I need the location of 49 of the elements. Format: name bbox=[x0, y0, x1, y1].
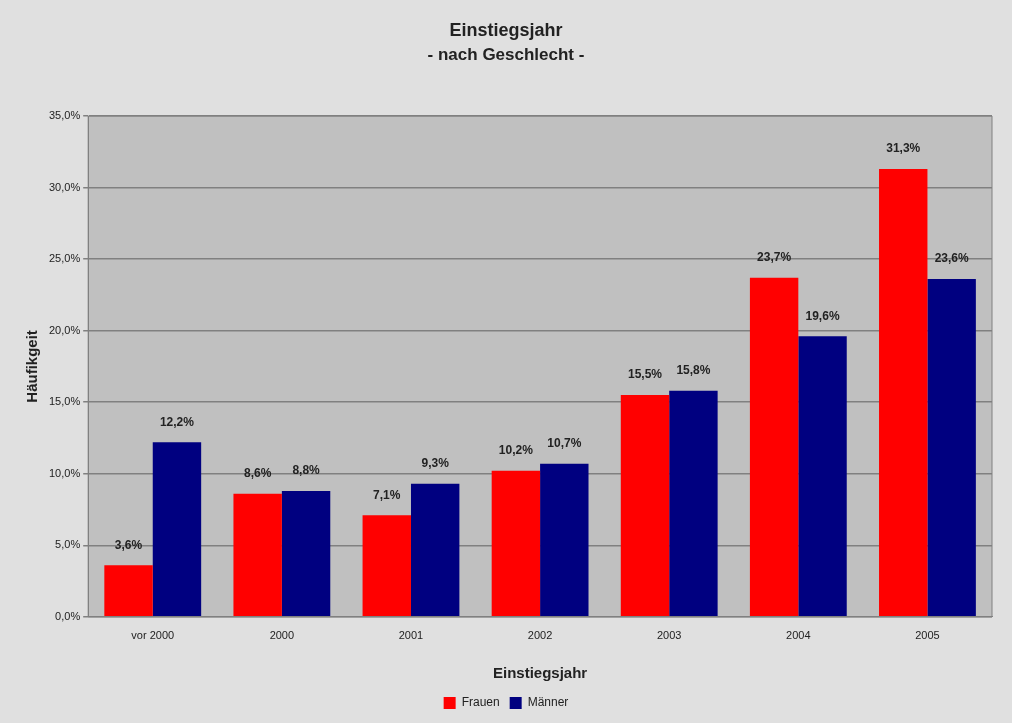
legend-label: Männer bbox=[527, 695, 569, 710]
bar bbox=[620, 395, 670, 617]
y-tick-label: 15,0% bbox=[48, 395, 81, 408]
y-axis-title: Häufikgeit bbox=[23, 330, 41, 403]
bar bbox=[410, 483, 460, 617]
data-label: 8,8% bbox=[292, 463, 321, 478]
bar bbox=[749, 277, 799, 617]
legend-label: Frauen bbox=[461, 695, 500, 710]
bar bbox=[927, 279, 976, 617]
data-label: 3,6% bbox=[114, 537, 143, 552]
chart-title: Einstiegsjahr bbox=[449, 19, 563, 40]
y-tick-label: 25,0% bbox=[48, 252, 81, 265]
x-tick-label: 2002 bbox=[527, 629, 553, 642]
y-tick-label: 10,0% bbox=[48, 466, 81, 479]
y-tick-label: 20,0% bbox=[48, 323, 81, 336]
x-tick-label: 2004 bbox=[786, 629, 811, 642]
y-tick-label: 0,0% bbox=[55, 609, 81, 622]
x-tick-label: 2000 bbox=[269, 629, 295, 642]
bar bbox=[491, 470, 541, 617]
data-label: 23,7% bbox=[757, 250, 792, 264]
data-label: 10,2% bbox=[498, 443, 534, 458]
data-label: 31,3% bbox=[886, 141, 921, 156]
bar bbox=[104, 565, 153, 617]
chart-subtitle: - nach Geschlecht - bbox=[427, 45, 585, 65]
x-tick-label: 2005 bbox=[915, 629, 940, 642]
y-tick-label: 30,0% bbox=[48, 180, 81, 193]
x-axis-title: Einstiegsjahr bbox=[492, 664, 588, 682]
data-label: 15,5% bbox=[627, 367, 663, 382]
data-label: 23,6% bbox=[934, 251, 969, 266]
bar bbox=[540, 463, 589, 617]
bar bbox=[233, 493, 282, 617]
data-label: 10,7% bbox=[547, 436, 582, 451]
x-tick-label: 2003 bbox=[656, 629, 682, 642]
x-tick-label: vor 2000 bbox=[131, 629, 175, 642]
data-label: 7,1% bbox=[373, 487, 401, 502]
bar bbox=[281, 490, 331, 617]
data-label: 12,2% bbox=[159, 414, 195, 429]
data-label: 9,3% bbox=[421, 456, 450, 471]
y-tick-label: 35,0% bbox=[48, 109, 81, 122]
data-label: 8,6% bbox=[243, 466, 272, 481]
bar bbox=[798, 336, 847, 617]
data-label: 15,8% bbox=[676, 363, 711, 378]
data-label: 19,6% bbox=[805, 308, 840, 323]
x-tick-label: 2001 bbox=[398, 629, 424, 642]
bar bbox=[362, 515, 411, 617]
y-tick-label: 5,0% bbox=[55, 538, 81, 551]
bar bbox=[669, 390, 718, 617]
bar bbox=[879, 168, 928, 617]
bar bbox=[152, 442, 202, 617]
